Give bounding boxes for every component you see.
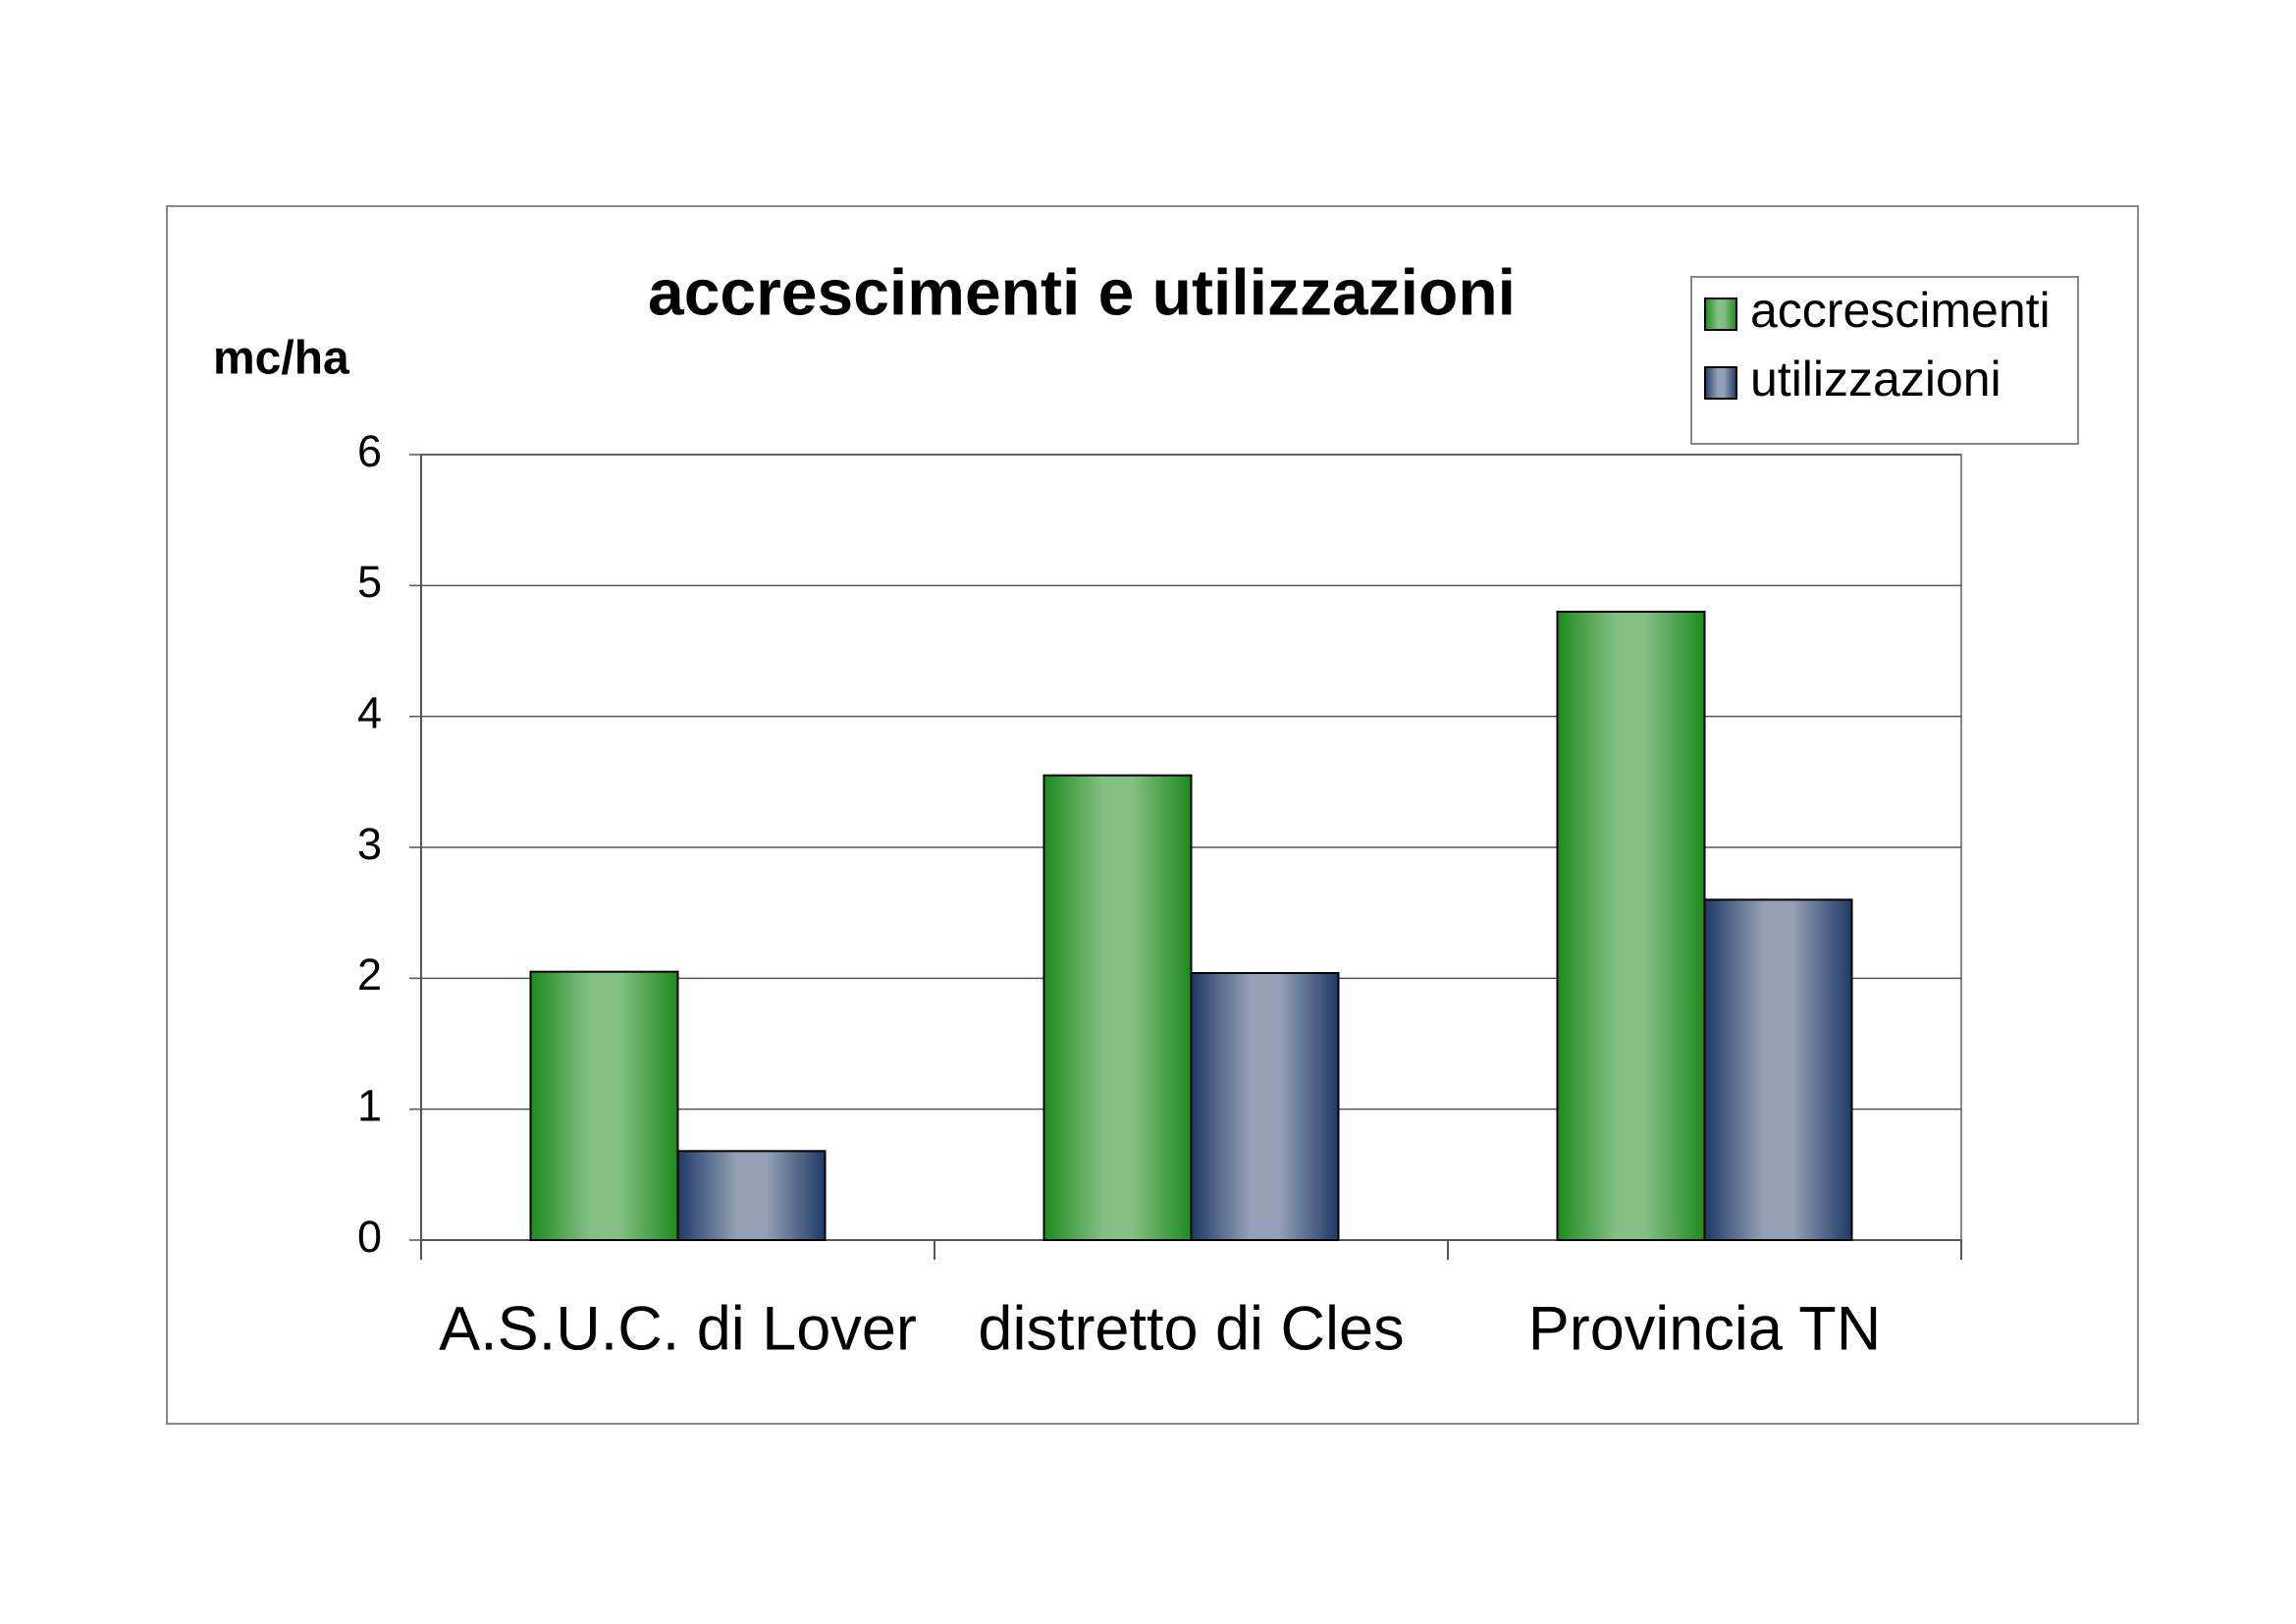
- bar: [529, 970, 679, 1242]
- y-tick-label: 1: [357, 1081, 382, 1131]
- bar: [676, 1150, 827, 1242]
- bar: [1556, 611, 1706, 1241]
- y-tick-label: 6: [357, 426, 382, 476]
- bar: [1190, 972, 1340, 1241]
- y-tick-label: 0: [357, 1212, 382, 1262]
- legend-swatch: [1704, 366, 1737, 400]
- legend-box: [1690, 276, 2079, 445]
- y-axis-label: mc/ha: [213, 333, 349, 385]
- x-tick-label: A.S.U.C. di Lover: [439, 1295, 917, 1364]
- legend-label: accrescimenti: [1750, 283, 2051, 338]
- y-tick-label: 3: [357, 819, 382, 869]
- chart-title: accrescimenti e utilizzazioni: [648, 255, 1516, 328]
- x-tick-label: Provincia TN: [1528, 1295, 1881, 1364]
- y-tick-label: 2: [357, 949, 382, 1000]
- x-tick-label: distretto di Cles: [978, 1295, 1404, 1364]
- bar: [1703, 898, 1853, 1241]
- y-tick-label: 4: [357, 688, 382, 738]
- bar: [1042, 774, 1193, 1242]
- legend-label: utilizzazioni: [1750, 352, 2002, 406]
- y-tick-label: 5: [357, 557, 382, 607]
- legend-swatch: [1704, 298, 1737, 331]
